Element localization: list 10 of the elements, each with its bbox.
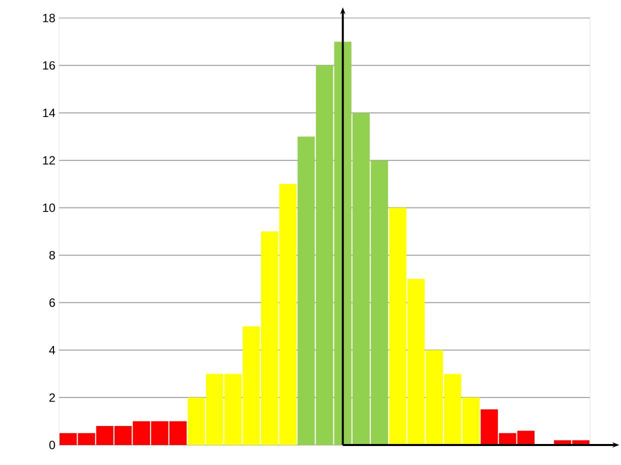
y-tick-label: 6 [49,298,55,307]
y-tick-label: 16 [43,61,55,70]
y-tick-label: 2 [49,393,55,402]
y-tick-label: 0 [49,440,56,450]
y-tick-label: 8 [49,250,55,260]
y-tick-label: 12 [43,156,55,164]
y-tick-label: 10 [43,204,56,212]
y-tick-label: 14 [43,108,56,117]
y-tick-label: 18 [43,14,55,22]
y-tick-label: 4 [49,346,56,354]
